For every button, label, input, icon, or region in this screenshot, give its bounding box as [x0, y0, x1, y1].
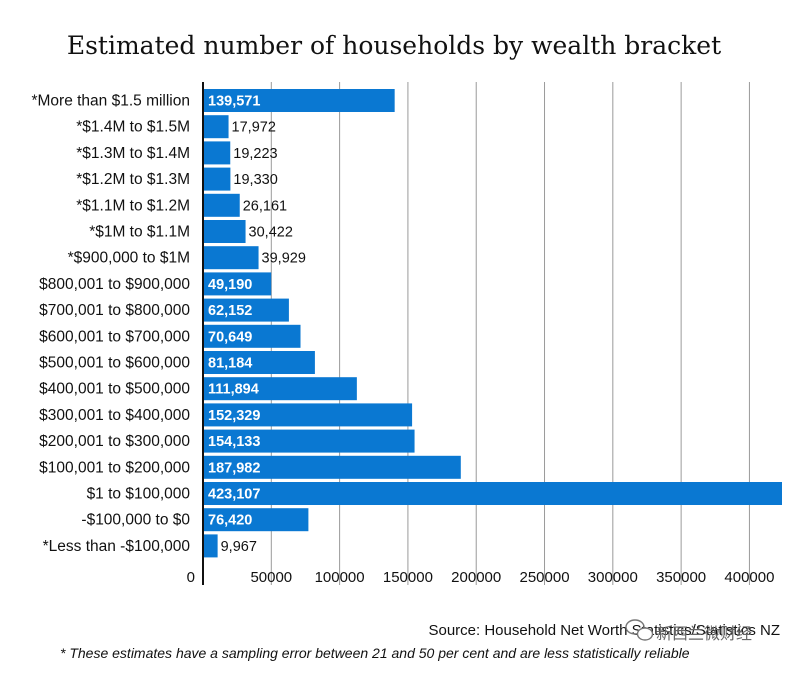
data-label: 19,330 — [233, 172, 277, 188]
data-label: 81,184 — [208, 356, 252, 372]
x-tick-label: 150000 — [383, 569, 433, 586]
category-label: $500,001 to $600,000 — [39, 355, 190, 372]
bar — [204, 403, 413, 427]
bar — [204, 141, 231, 165]
category-label: $200,001 to $300,000 — [39, 433, 190, 450]
x-tick-label: 100000 — [315, 569, 365, 586]
bar — [204, 193, 240, 217]
x-tick-label: 400000 — [724, 569, 774, 586]
category-label: $700,001 to $800,000 — [39, 302, 190, 319]
data-label: 9,967 — [221, 539, 257, 555]
bar — [204, 298, 289, 322]
watermark-text: 新西兰微财经 — [656, 624, 752, 643]
x-tick-label: 200000 — [451, 569, 501, 586]
category-label: *$1.1M to $1.2M — [76, 197, 190, 214]
category-label: $600,001 to $700,000 — [39, 328, 190, 345]
x-tick-label: 300000 — [588, 569, 638, 586]
data-label: 76,420 — [208, 513, 252, 529]
bar — [204, 246, 259, 270]
data-label: 30,422 — [249, 225, 293, 241]
category-label: *$900,000 to $1M — [68, 250, 190, 267]
category-label: *Less than -$100,000 — [43, 538, 191, 555]
bar — [204, 89, 395, 112]
data-label: 111,894 — [208, 382, 259, 398]
chart-title: Estimated number of households by wealth… — [67, 31, 721, 60]
bar — [204, 377, 357, 401]
data-label: 154,133 — [208, 434, 260, 450]
bar — [204, 508, 309, 532]
bar — [204, 220, 246, 243]
x-tick-label: 50000 — [250, 569, 292, 586]
data-label: 26,161 — [243, 198, 287, 214]
bar — [204, 534, 218, 558]
data-label: 152,329 — [208, 408, 260, 424]
category-label: *$1.2M to $1.3M — [76, 171, 190, 188]
data-label: 70,649 — [208, 329, 252, 345]
bar — [204, 482, 782, 505]
data-label: 17,972 — [232, 120, 276, 136]
bars — [204, 89, 782, 558]
category-label: $800,001 to $900,000 — [39, 276, 190, 293]
bar — [204, 272, 272, 296]
x-tick-label: 350000 — [656, 569, 706, 586]
data-label: 139,571 — [208, 94, 260, 110]
bar — [204, 115, 229, 139]
data-label: 62,152 — [208, 303, 252, 319]
x-tick-label: 0 — [187, 569, 195, 586]
bar — [204, 324, 301, 348]
category-label: *More than $1.5 million — [31, 93, 190, 110]
bar — [204, 351, 315, 374]
watermark: 新西兰微财经 — [625, 619, 752, 643]
category-label: $300,001 to $400,000 — [39, 407, 190, 424]
data-label: 187,982 — [208, 460, 260, 476]
category-label: *$1.4M to $1.5M — [76, 119, 190, 136]
value-labels: 139,571 17,972 19,223 19,330 26,161 30,422 39,… — [208, 94, 306, 555]
x-tick-label: 250000 — [519, 569, 569, 586]
bar — [204, 429, 415, 453]
wechat-icon — [625, 619, 654, 641]
category-label: $400,001 to $500,000 — [39, 381, 190, 398]
category-label: -$100,000 to $0 — [81, 512, 190, 529]
data-label: 49,190 — [208, 277, 252, 293]
category-label: *$1M to $1.1M — [89, 224, 190, 241]
data-label: 423,107 — [208, 487, 260, 503]
grid-lines — [270, 82, 750, 585]
footnote: * These estimates have a sampling error … — [60, 645, 690, 661]
category-label: $100,001 to $200,000 — [39, 459, 190, 476]
category-labels: *More than $1.5 million *$1.4M to $1.5M *$… — [31, 93, 190, 555]
data-label: 39,929 — [262, 251, 306, 267]
category-label: $1 to $100,000 — [87, 486, 191, 503]
data-label: 19,223 — [233, 146, 277, 162]
bar — [204, 455, 461, 479]
category-label: *$1.3M to $1.4M — [76, 145, 190, 162]
bar — [204, 167, 231, 191]
source-note: Source: Household Net Worth Statistics/S… — [428, 622, 780, 639]
x-axis-ticks: 0 50000 100000 150000 200000 250000 300000 3500… — [187, 569, 775, 586]
